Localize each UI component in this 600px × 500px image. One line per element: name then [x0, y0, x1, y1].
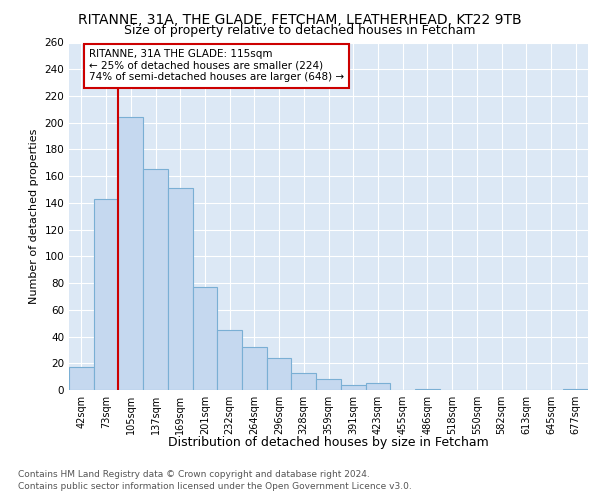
Text: Contains HM Land Registry data © Crown copyright and database right 2024.: Contains HM Land Registry data © Crown c… [18, 470, 370, 479]
Y-axis label: Number of detached properties: Number of detached properties [29, 128, 39, 304]
Bar [415, 388, 440, 390]
Bar [341, 384, 365, 390]
Text: RITANNE, 31A, THE GLADE, FETCHAM, LEATHERHEAD, KT22 9TB: RITANNE, 31A, THE GLADE, FETCHAM, LEATHE… [78, 12, 522, 26]
Bar [316, 380, 341, 390]
Bar [193, 287, 217, 390]
Text: Size of property relative to detached houses in Fetcham: Size of property relative to detached ho… [124, 24, 476, 37]
Bar [563, 388, 588, 390]
Bar [168, 188, 193, 390]
Bar [365, 384, 390, 390]
Text: RITANNE, 31A THE GLADE: 115sqm
← 25% of detached houses are smaller (224)
74% of: RITANNE, 31A THE GLADE: 115sqm ← 25% of … [89, 49, 344, 82]
Text: Distribution of detached houses by size in Fetcham: Distribution of detached houses by size … [169, 436, 489, 449]
Bar [69, 368, 94, 390]
Bar [118, 118, 143, 390]
Bar [94, 199, 118, 390]
Bar [267, 358, 292, 390]
Bar [217, 330, 242, 390]
Bar [143, 170, 168, 390]
Bar [292, 372, 316, 390]
Bar [242, 347, 267, 390]
Text: Contains public sector information licensed under the Open Government Licence v3: Contains public sector information licen… [18, 482, 412, 491]
